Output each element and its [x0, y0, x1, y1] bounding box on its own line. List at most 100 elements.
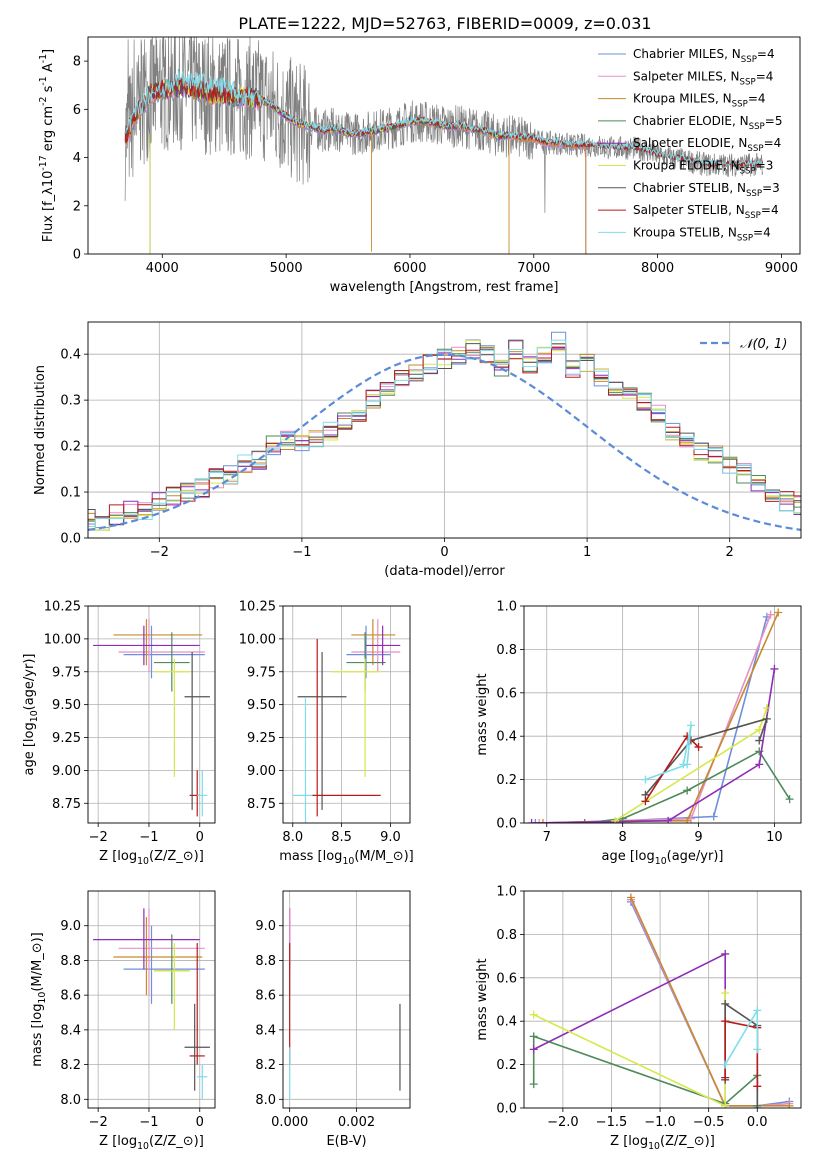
axes-frame [282, 890, 411, 1109]
y-tick-label: 10.25 [239, 600, 276, 615]
x-tick-label: −0.5 [693, 1115, 725, 1130]
mass_vs_ebv-panel: 0.000 0.002 8.0 8.2 8.4 8.6 8.8 9.0 E(B-V) [255, 890, 411, 1149]
massweight_vs_Z-panel: −2.0 −1.5 −1.0 −0.5 0.0 0.0 0.2 0.4 0.6 0.8 1.0 Z [… [475, 885, 802, 1152]
x-tick-label: −1.0 [644, 1115, 676, 1130]
histogram-step [88, 343, 801, 519]
point-marker [762, 714, 771, 723]
y-tick-label: 8 [73, 55, 81, 70]
age_vs_mass-panel: 8.0 8.5 9.0 8.75 9.00 9.25 9.50 9.75 10.00 10.25 m… [239, 600, 414, 868]
legend-entry: Chabrier ELODIE, NSSP=5 [633, 114, 782, 132]
massweight_vs_Z-plot-area [529, 893, 794, 1108]
x-tick-label: −2 [89, 830, 108, 845]
age_vs_Z-plot-area [93, 619, 210, 817]
x-tick-label: 10 [766, 830, 783, 845]
y-tick-label: 9.0 [60, 919, 81, 934]
histogram-step [88, 340, 801, 531]
x-tick-label: 8000 [641, 261, 674, 276]
y-tick-label: 0.8 [496, 928, 517, 943]
y-axis-label: mass weight [475, 673, 490, 755]
legend: Chabrier MILES, NSSP=4 Salpeter MILES, NS… [598, 47, 782, 243]
age_vs_mass-plot-area [292, 619, 401, 823]
legend-entry: Chabrier MILES, NSSP=4 [633, 47, 775, 65]
x-tick-label: −1 [292, 545, 311, 560]
point-marker [641, 797, 650, 806]
legend-entry: Kroupa STELIB, NSSP=4 [633, 225, 771, 243]
y-tick-label: 8.6 [60, 989, 81, 1004]
x-axis-label: Z [log10(Z/Z_⊙)] [610, 1134, 715, 1152]
legend-entry: Salpeter ELODIE, NSSP=4 [633, 136, 781, 154]
y-tick-label: 9.0 [255, 919, 276, 934]
point-marker [529, 1010, 538, 1019]
point-marker [709, 812, 718, 821]
mass_vs_Z-plot-area [93, 908, 210, 1100]
model-spectrum-line [124, 80, 587, 254]
y-tick-label: 8.8 [60, 954, 81, 969]
y-axis-label: mass weight [475, 958, 490, 1040]
y-axis-label: Flux [f_λ10-17 erg cm-2 s-1 A-1] [38, 49, 56, 242]
x-tick-label: −2 [150, 545, 169, 560]
normal-curve [88, 353, 801, 531]
y-tick-label: 0.0 [496, 817, 517, 832]
series-line [630, 901, 790, 1107]
series-line [724, 1020, 759, 1087]
x-tick-label: 9.0 [380, 830, 401, 845]
point-marker [774, 608, 783, 617]
x-tick-label: 0.002 [338, 1115, 375, 1130]
y-tick-label: 0.4 [496, 730, 517, 745]
legend: 𝒩(0, 1) [700, 337, 787, 352]
y-tick-label: 0.2 [496, 1058, 517, 1073]
point-marker [762, 703, 771, 712]
y-tick-label: 0.0 [496, 1102, 517, 1117]
axes-frame [523, 605, 802, 824]
y-tick-label: 0.0 [60, 532, 81, 547]
x-tick-label: 0 [440, 545, 448, 560]
y-tick-label: 8.2 [255, 1058, 276, 1073]
x-tick-label: −1.5 [596, 1115, 628, 1130]
point-marker [753, 1006, 762, 1015]
point-marker [535, 819, 544, 823]
residuals-plot-area [88, 331, 801, 531]
point-marker [755, 760, 764, 769]
x-axis-label: mass [log10(M/M_⊙)] [279, 849, 414, 867]
point-marker [755, 736, 764, 745]
mass_vs_Z-panel: −2 −1 0 8.0 8.2 8.4 8.6 8.8 9.0 Z [log10(Z/Z_⊙)] m… [30, 890, 216, 1152]
point-marker [683, 786, 692, 795]
point-marker [679, 760, 688, 769]
axes-frame [87, 36, 801, 255]
point-marker [641, 775, 650, 784]
y-axis-label: mass [log10(M/M_⊙)] [30, 932, 48, 1067]
y-tick-label: 0.6 [496, 971, 517, 986]
histogram-step [88, 347, 801, 521]
x-axis-label: Z [log10(Z/Z_⊙)] [99, 849, 204, 867]
point-marker [721, 1060, 730, 1069]
x-tick-label: 2 [726, 545, 734, 560]
point-marker [785, 795, 794, 804]
age_vs_Z-panel: −2 −1 0 8.75 9.00 9.25 9.50 9.75 10.00 10.25 Z [lo… [22, 600, 216, 867]
y-tick-label: 8.4 [60, 1023, 81, 1038]
y-tick-label: 8.0 [255, 1093, 276, 1108]
point-marker [753, 1082, 762, 1091]
model-spectrum-line [124, 79, 587, 254]
x-tick-label: 0 [196, 830, 204, 845]
y-tick-label: 0.1 [60, 486, 81, 501]
mass_vs_ebv-plot-area [289, 908, 401, 1100]
point-marker [753, 1045, 762, 1054]
y-tick-label: 10.25 [44, 600, 81, 615]
series-line [644, 734, 700, 802]
model-spectrum-line [124, 70, 763, 167]
point-marker [664, 816, 673, 823]
y-axis-label: age [log10(age/yr)] [22, 654, 40, 776]
x-axis-label: (data-model)/error [384, 564, 505, 579]
point-marker [531, 819, 540, 823]
y-tick-label: 0.6 [496, 686, 517, 701]
point-marker [529, 1045, 538, 1054]
y-tick-label: 8.75 [247, 797, 276, 812]
series-line [532, 1035, 759, 1106]
point-marker [753, 1104, 762, 1108]
legend-entry: Salpeter STELIB, NSSP=4 [633, 203, 779, 221]
point-marker [721, 949, 730, 958]
point-marker [721, 1101, 730, 1108]
series-line [533, 993, 726, 1108]
point-marker [529, 1080, 538, 1089]
x-tick-label: 9000 [765, 261, 798, 276]
